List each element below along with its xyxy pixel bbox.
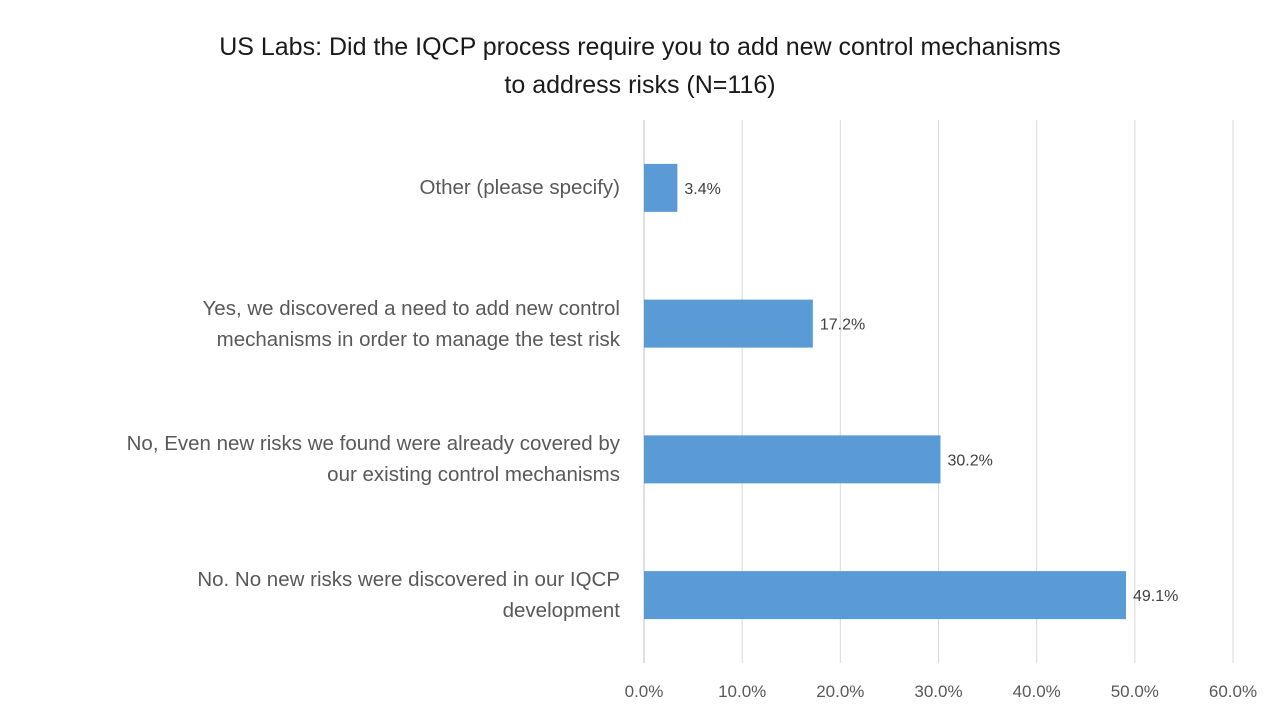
x-tick-label: 10.0%	[718, 682, 766, 701]
bar	[644, 571, 1126, 620]
category-label-line: No. No new risks were discovered in our …	[197, 568, 620, 592]
category-label-line: mechanisms in order to manage the test r…	[216, 327, 620, 351]
category-label-line: our existing control mechanisms	[327, 463, 620, 487]
chart-title-line-1: US Labs: Did the IQCP process require yo…	[219, 33, 1061, 61]
x-tick-label: 50.0%	[1111, 682, 1159, 701]
x-tick-label: 30.0%	[914, 682, 962, 701]
bar	[644, 435, 941, 484]
chart-title-line-2: to address risks (N=116)	[504, 71, 776, 99]
category-label: No, Even new risks we found were already…	[127, 428, 620, 490]
category-label: Yes, we discovered a need to add new con…	[203, 293, 621, 355]
chart-title: US Labs: Did the IQCP process require yo…	[0, 28, 1280, 104]
data-label: 49.1%	[1133, 588, 1178, 605]
x-tick-label: 0.0%	[625, 682, 664, 701]
x-tick-label: 20.0%	[816, 682, 864, 701]
bar	[644, 299, 813, 348]
x-tick-label: 60.0%	[1209, 682, 1257, 701]
x-tick-label: 40.0%	[1013, 682, 1061, 701]
data-label: 30.2%	[947, 452, 992, 469]
bar	[644, 163, 678, 212]
data-label: 3.4%	[684, 181, 720, 198]
category-label-line: Yes, we discovered a need to add new con…	[202, 296, 621, 320]
category-label: Other (please specify)	[419, 172, 620, 203]
category-label-line: No, Even new risks we found were already…	[126, 432, 620, 456]
data-label: 17.2%	[820, 317, 865, 334]
category-label: No. No new risks were discovered in our …	[197, 564, 620, 626]
category-label-line: Other (please specify)	[419, 176, 620, 200]
category-label-line: development	[502, 599, 620, 623]
